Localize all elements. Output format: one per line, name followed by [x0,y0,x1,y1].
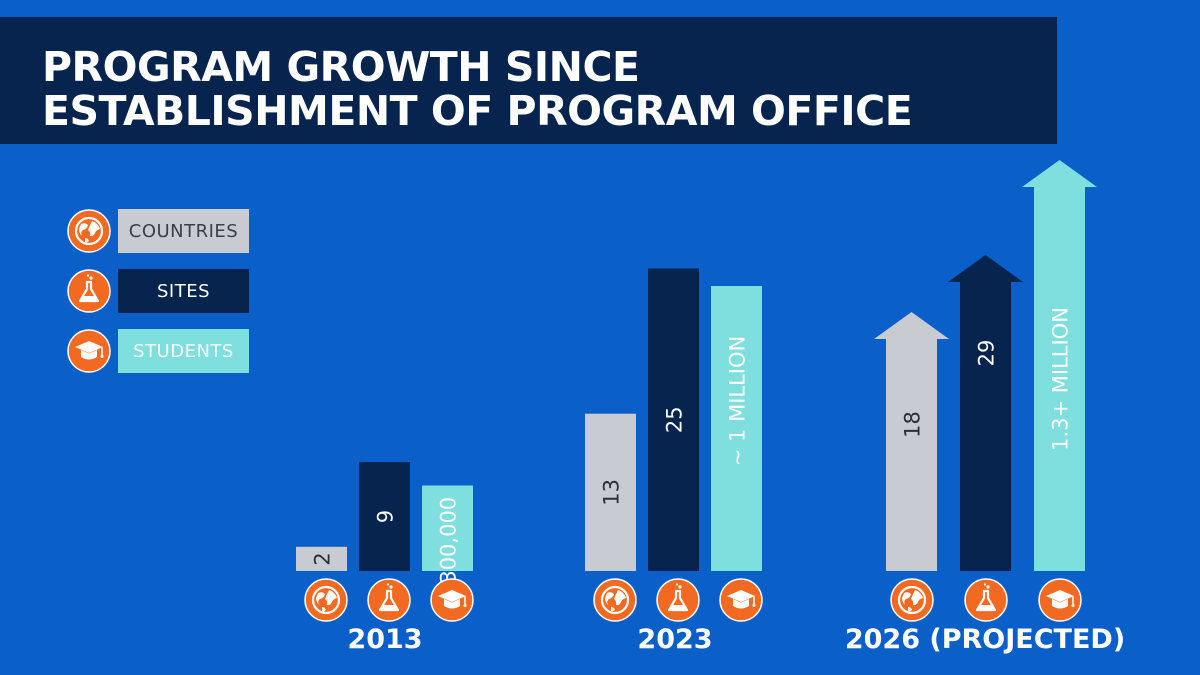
year-label-2026-projected: 2026 (PROJECTED) [844,624,1126,655]
arrow-head [948,255,1023,282]
bar-value-label: 1.3+ MILLION [1049,307,1073,451]
bar-value-label: 2 [311,552,335,565]
bar-rect [886,338,937,571]
arrow-head [874,312,949,339]
bar-students-2023: ~ 1 MILLION [711,286,762,571]
bar-rect [359,462,410,571]
bar-rect [648,268,699,571]
bar-value-label: 25 [663,406,687,433]
bar-rect [422,485,473,571]
bar-sites-2026: 29 [948,255,1023,571]
legend-item-students: STUDENTS [67,329,252,377]
bar-countries-2013: 2 [296,546,347,571]
flask-icon [67,269,111,313]
graduation-cap-icon [67,329,111,373]
bar-value-label: 29 [975,340,999,367]
flask-icon [655,578,700,622]
globe-icon [889,578,934,622]
bar-students-2026: 1.3+ MILLION [1022,160,1097,571]
legend-label-students: STUDENTS [118,329,249,373]
globe-icon [303,578,348,622]
legend-item-sites: SITES [67,269,252,317]
bar-value-label: 9 [374,510,398,523]
legend-label-countries: COUNTRIES [118,209,249,253]
flask-icon [366,578,411,622]
bar-sites-2023: 25 [648,268,699,571]
graduation-cap-icon [718,578,763,622]
bar-sites-2013: 9 [359,462,410,571]
flask-icon [963,578,1008,622]
bar-value-label: ~ 1 MILLION [726,336,750,466]
title-banner: PROGRAM GROWTH SINCE ESTABLISHMENT OF PR… [0,17,1057,144]
bar-rect [585,413,636,571]
bar-rect [296,546,347,571]
arrow-head [1022,160,1097,187]
graduation-cap-icon [1037,578,1082,622]
title-line-1: PROGRAM GROWTH SINCE [42,43,640,91]
bar-countries-2026: 18 [874,312,949,571]
year-label-2013: 2013 [347,624,423,655]
globe-icon [67,209,111,253]
globe-icon [592,578,637,622]
year-label-2023: 2023 [637,624,713,655]
bar-rect [711,286,762,571]
legend-item-countries: COUNTRIES [67,209,252,257]
bar-value-label: 18 [901,411,925,438]
bar-value-label: 13 [600,479,624,506]
bar-countries-2023: 13 [585,413,636,571]
graduation-cap-icon [429,578,474,622]
title-line-2: ESTABLISHMENT OF PROGRAM OFFICE [42,87,913,135]
legend-label-sites: SITES [118,269,249,313]
bar-value-label: 300,000 [437,497,461,584]
bar-rect [960,281,1011,571]
bar-students-2013: 300,000 [422,485,473,584]
bar-rect [1034,186,1085,571]
